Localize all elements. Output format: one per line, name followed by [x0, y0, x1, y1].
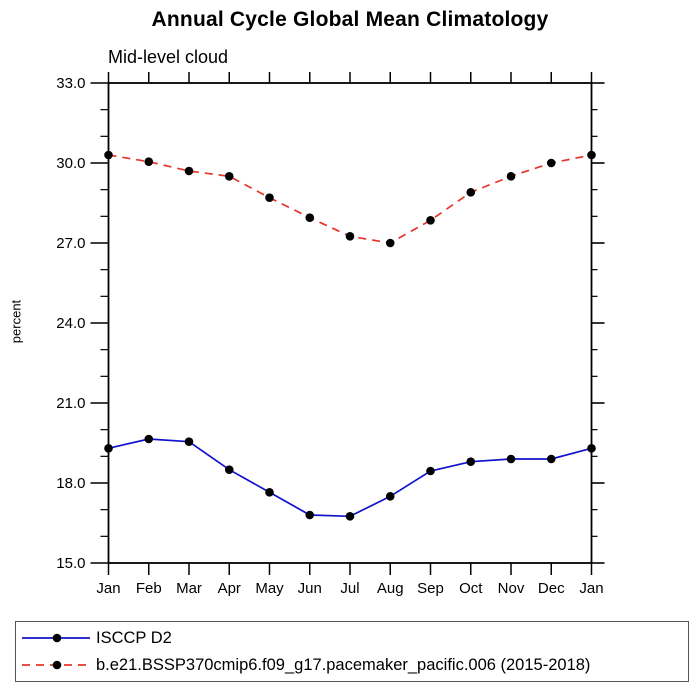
y-tick-label: 21.0: [56, 395, 85, 412]
legend-dashed-line-swatch: [22, 660, 90, 670]
y-tick-label: 24.0: [56, 315, 85, 332]
data-point: [265, 488, 274, 497]
x-tick-label: Oct: [459, 580, 483, 597]
series-1: [104, 150, 596, 248]
data-point: [385, 238, 395, 248]
y-tick-label: 15.0: [56, 555, 85, 572]
data-point: [265, 193, 274, 202]
data-point: [224, 465, 234, 474]
legend-item: ISCCP D2: [20, 625, 688, 651]
data-point: [426, 216, 435, 225]
data-point: [144, 157, 154, 166]
chart-title: Annual Cycle Global Mean Climatology: [151, 8, 549, 31]
data-point: [506, 454, 516, 464]
legend-label: ISCCP D2: [96, 628, 172, 647]
data-point: [587, 150, 596, 160]
x-tick-label: Feb: [136, 580, 162, 597]
x-tick-label: Jan: [579, 580, 603, 597]
y-tick-label: 18.0: [56, 475, 85, 492]
legend-label: b.e21.BSSP370cmip6.f09_g17.pacemaker_pac…: [96, 655, 591, 674]
data-point: [385, 492, 395, 501]
y-tick-label: 30.0: [56, 155, 85, 172]
x-tick-label: Aug: [377, 580, 404, 597]
data-point: [184, 437, 194, 446]
y-tick-label: 33.0: [56, 75, 85, 92]
data-point: [184, 166, 194, 176]
y-axis-ticks: 15.0 18.0 21.0 24.0 27.0 30.0 33.0: [56, 75, 605, 572]
data-point: [587, 444, 596, 453]
data-point: [466, 457, 476, 466]
y-tick-label: 27.0: [56, 235, 85, 252]
chart-subtitle: Mid-level cloud: [108, 47, 229, 67]
data-point: [305, 510, 315, 520]
x-tick-label: Jul: [340, 580, 359, 597]
x-tick-label: May: [255, 580, 284, 597]
legend-solid-line-swatch: [22, 633, 90, 643]
chart-legend: ISCCP D2 b.e21.BSSP370cmip6.f09_g17.pace…: [15, 621, 689, 682]
data-point: [466, 188, 476, 197]
x-tick-label: Nov: [498, 580, 525, 597]
x-tick-label: Dec: [538, 580, 565, 597]
data-point: [546, 454, 556, 464]
data-point: [546, 158, 556, 168]
x-tick-label: Jun: [298, 580, 322, 597]
x-tick-label: Jan: [96, 580, 120, 597]
data-point: [104, 150, 113, 160]
data-point: [305, 213, 315, 222]
data-point: [104, 444, 113, 453]
series-0: [104, 434, 596, 521]
data-point: [506, 172, 516, 181]
data-point: [224, 172, 234, 181]
plot-frame: [107, 82, 593, 564]
series-line-1: [108, 154, 592, 244]
x-tick-label: Mar: [176, 580, 202, 597]
series-line-0: [108, 438, 592, 518]
climatology-chart: 15.0 18.0 21.0 24.0 27.0 30.0 33.0 Jan Feb Mar Apr…: [56, 72, 605, 597]
data-point: [426, 466, 435, 476]
data-point: [345, 512, 355, 521]
data-point: [345, 232, 355, 241]
x-tick-label: Apr: [218, 580, 241, 597]
data-point: [144, 434, 154, 444]
x-axis-ticks: Jan Feb Mar Apr May Jun Jul Aug Sep Oct Nov Dec Jan: [96, 72, 604, 597]
x-tick-label: Sep: [417, 580, 444, 597]
legend-item: b.e21.BSSP370cmip6.f09_g17.pacemaker_pac…: [20, 652, 688, 678]
